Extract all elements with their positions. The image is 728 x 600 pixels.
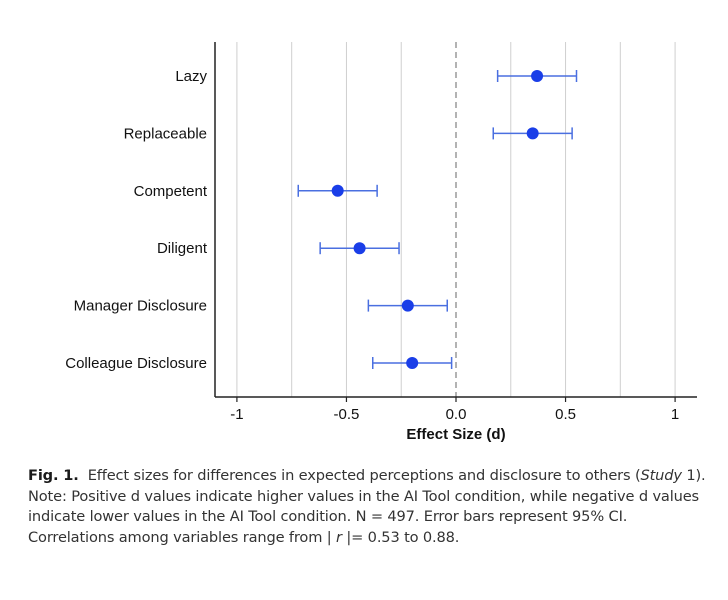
point-estimate-lazy <box>531 70 544 82</box>
caption-study-italic: Study <box>640 467 683 484</box>
x-tick-label-0: -1 <box>230 406 243 423</box>
caption-text-part1: Effect sizes for differences in expected… <box>87 467 641 484</box>
point-estimate-diligent <box>353 242 366 255</box>
x-tick-label-3: 0.5 <box>555 406 576 423</box>
figure-caption: Fig. 1. Effect sizes for differences in … <box>28 466 708 548</box>
point-estimate-colleague-disclosure <box>406 357 419 369</box>
point-estimate-replaceable <box>526 127 539 140</box>
x-axis-title: Effect Size (d) <box>406 426 505 443</box>
figure-label: Fig. 1. <box>28 467 79 484</box>
category-label-manager-disclosure: Manager Disclosure <box>74 298 207 315</box>
x-tick-label-4: 1 <box>671 406 679 423</box>
x-tick-label-1: -0.5 <box>334 406 360 423</box>
caption-r-italic: r <box>336 528 342 546</box>
caption-text-part3: |= 0.53 to 0.88. <box>341 528 460 546</box>
forest-plot: -1 -0.5 0.0 0.5 1 Effect Size (d) Lazy Replacea… <box>65 42 697 443</box>
category-label-diligent: Diligent <box>157 240 208 257</box>
x-tick-label-2: 0.0 <box>446 406 467 423</box>
point-estimate-manager-disclosure <box>401 299 414 312</box>
category-label-replaceable: Replaceable <box>124 125 207 142</box>
point-estimate-competent <box>331 184 344 197</box>
caption-text-part2: 1). Note: Positive d values indicate hig… <box>28 467 706 546</box>
category-label-competent: Competent <box>134 183 208 200</box>
category-label-colleague-disclosure: Colleague Disclosure <box>65 355 207 372</box>
category-label-lazy: Lazy <box>175 68 207 85</box>
